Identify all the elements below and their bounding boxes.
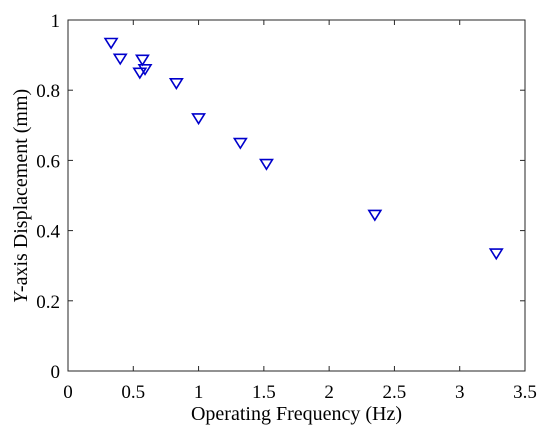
plot-frame bbox=[67, 19, 526, 372]
data-points bbox=[103, 37, 504, 261]
data-point-marker bbox=[259, 158, 274, 171]
data-point-marker bbox=[232, 137, 248, 150]
x-tick-label: 3 bbox=[455, 382, 465, 403]
data-point-marker bbox=[103, 37, 119, 50]
data-point-marker bbox=[168, 78, 184, 90]
data-point-marker bbox=[134, 54, 150, 67]
y-tick-label: 0.4 bbox=[36, 222, 60, 243]
x-axis-ticks: 0 0.5 1 1.5 2 2.5 3 3.5 bbox=[63, 20, 537, 403]
data-point-marker bbox=[191, 113, 207, 126]
x-tick-label: 2.5 bbox=[383, 382, 407, 403]
y-tick-label: 0.2 bbox=[36, 292, 60, 313]
data-point-marker bbox=[137, 64, 153, 76]
y-tick-label: 0 bbox=[51, 362, 61, 383]
x-tick-label: 3.5 bbox=[513, 382, 537, 403]
y-tick-label: 0.8 bbox=[36, 81, 60, 102]
x-axis-title: Operating Frequency (Hz) bbox=[191, 403, 402, 425]
y-tick-label: 1 bbox=[51, 11, 61, 32]
y-axis-ticks: 0 0.2 0.4 0.6 0.8 1 bbox=[36, 11, 525, 383]
y-axis-title: Y-axis Displacement (mm) bbox=[10, 89, 32, 303]
data-point-marker bbox=[367, 209, 383, 222]
x-tick-label: 1.5 bbox=[252, 382, 276, 403]
x-tick-label: 2 bbox=[324, 382, 334, 403]
y-tick-label: 0.6 bbox=[36, 151, 60, 172]
x-tick-label: 0.5 bbox=[121, 382, 145, 403]
x-tick-label: 0 bbox=[63, 382, 73, 403]
data-point-marker bbox=[132, 67, 148, 80]
y-axis-title-text: -axis Displacement (mm) bbox=[10, 89, 32, 292]
x-tick-label: 1 bbox=[194, 382, 204, 403]
y-axis-title-variable: Y bbox=[10, 290, 32, 303]
plot-area bbox=[68, 20, 525, 371]
data-point-marker bbox=[488, 248, 504, 261]
data-point-marker bbox=[112, 53, 128, 66]
